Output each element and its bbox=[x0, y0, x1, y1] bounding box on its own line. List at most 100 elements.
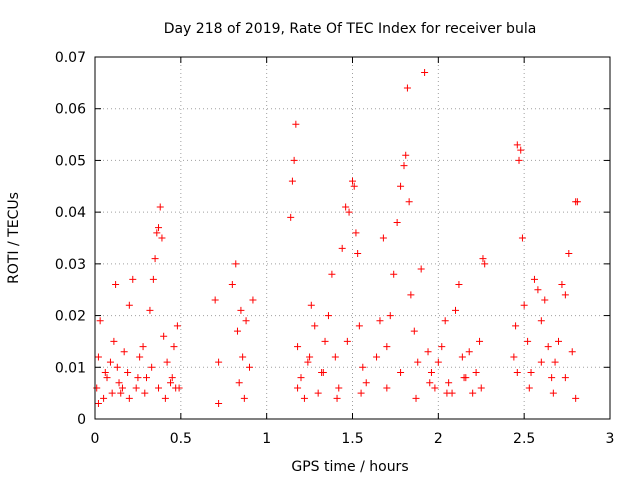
data-point bbox=[407, 291, 415, 299]
data-point bbox=[527, 368, 535, 376]
data-point bbox=[155, 384, 163, 392]
x-tick-label: 2 bbox=[434, 431, 443, 447]
y-tick-label: 0.05 bbox=[55, 153, 86, 169]
data-point bbox=[153, 229, 161, 237]
data-points bbox=[93, 69, 581, 407]
y-axis-label: ROTI / TECUs bbox=[6, 192, 22, 284]
data-point bbox=[455, 281, 463, 289]
data-point bbox=[512, 322, 520, 330]
data-point bbox=[568, 348, 576, 356]
data-point bbox=[161, 394, 169, 402]
data-point bbox=[94, 353, 102, 361]
data-point bbox=[110, 337, 118, 345]
data-point bbox=[376, 317, 384, 325]
data-point bbox=[390, 270, 398, 278]
data-point bbox=[101, 368, 109, 376]
data-point bbox=[561, 291, 569, 299]
data-point bbox=[555, 337, 562, 345]
data-point bbox=[515, 156, 523, 164]
data-point bbox=[307, 301, 315, 309]
data-point bbox=[242, 317, 250, 325]
data-point bbox=[548, 374, 556, 382]
data-point bbox=[328, 270, 336, 278]
data-point bbox=[211, 296, 219, 304]
data-point bbox=[452, 306, 459, 314]
data-point bbox=[113, 363, 121, 371]
data-point bbox=[421, 69, 429, 77]
data-point bbox=[424, 348, 432, 356]
data-point bbox=[338, 244, 346, 252]
data-point bbox=[294, 343, 302, 351]
data-point bbox=[141, 389, 149, 397]
data-point bbox=[549, 389, 557, 397]
data-point bbox=[573, 198, 581, 206]
data-point bbox=[297, 374, 305, 382]
data-point bbox=[168, 374, 176, 382]
data-point bbox=[518, 234, 526, 242]
data-point bbox=[476, 337, 484, 345]
data-point bbox=[292, 120, 300, 128]
data-point bbox=[400, 162, 408, 170]
data-point bbox=[510, 353, 518, 361]
data-point bbox=[151, 255, 159, 263]
data-point bbox=[530, 275, 538, 283]
data-point bbox=[237, 306, 245, 314]
data-point bbox=[362, 379, 370, 387]
data-point bbox=[304, 358, 312, 366]
data-point bbox=[160, 332, 168, 340]
data-point bbox=[438, 343, 446, 351]
y-tick-label: 0.03 bbox=[55, 257, 86, 273]
data-point bbox=[306, 353, 314, 361]
data-point bbox=[311, 322, 319, 330]
data-point bbox=[156, 203, 164, 211]
data-point bbox=[445, 379, 453, 387]
y-tick-label: 0.07 bbox=[55, 50, 86, 66]
data-point bbox=[537, 358, 545, 366]
data-point bbox=[414, 358, 422, 366]
data-point bbox=[558, 281, 566, 289]
data-point bbox=[412, 394, 420, 402]
data-point bbox=[513, 368, 521, 376]
data-point bbox=[94, 399, 102, 407]
data-point bbox=[460, 374, 468, 382]
data-point bbox=[393, 218, 401, 226]
data-point bbox=[232, 260, 240, 268]
data-point bbox=[565, 250, 573, 258]
data-point bbox=[427, 368, 435, 376]
data-point bbox=[163, 358, 171, 366]
data-point bbox=[383, 343, 391, 351]
data-point bbox=[249, 296, 257, 304]
data-point bbox=[465, 348, 473, 356]
data-point bbox=[386, 312, 394, 320]
data-point bbox=[139, 343, 147, 351]
data-point bbox=[108, 389, 116, 397]
data-point bbox=[541, 296, 549, 304]
data-point bbox=[534, 286, 542, 294]
data-point bbox=[342, 203, 350, 211]
y-tick-label: 0.06 bbox=[55, 102, 86, 118]
data-point bbox=[405, 198, 413, 206]
data-point bbox=[106, 358, 114, 366]
data-point bbox=[115, 379, 123, 387]
data-point bbox=[93, 384, 101, 392]
x-tick-label: 2.5 bbox=[513, 431, 535, 447]
data-point bbox=[434, 358, 442, 366]
data-point bbox=[481, 260, 489, 268]
data-point bbox=[331, 353, 339, 361]
axis-ticks: 0 0.5 1 1.5 2 2.5 3 0 0.01 0.02 0.03 0.04 0.05 0.06 0.… bbox=[55, 50, 615, 447]
data-point bbox=[383, 384, 391, 392]
data-point bbox=[117, 389, 125, 397]
data-point bbox=[350, 182, 358, 190]
x-tick-label: 1 bbox=[262, 431, 271, 447]
data-point bbox=[300, 394, 308, 402]
data-point bbox=[472, 368, 480, 376]
data-point bbox=[158, 234, 166, 242]
data-point bbox=[136, 353, 144, 361]
data-point bbox=[544, 343, 552, 351]
data-point bbox=[373, 353, 381, 361]
data-point bbox=[352, 229, 360, 237]
data-point bbox=[321, 337, 329, 345]
y-tick-label: 0 bbox=[77, 412, 86, 428]
